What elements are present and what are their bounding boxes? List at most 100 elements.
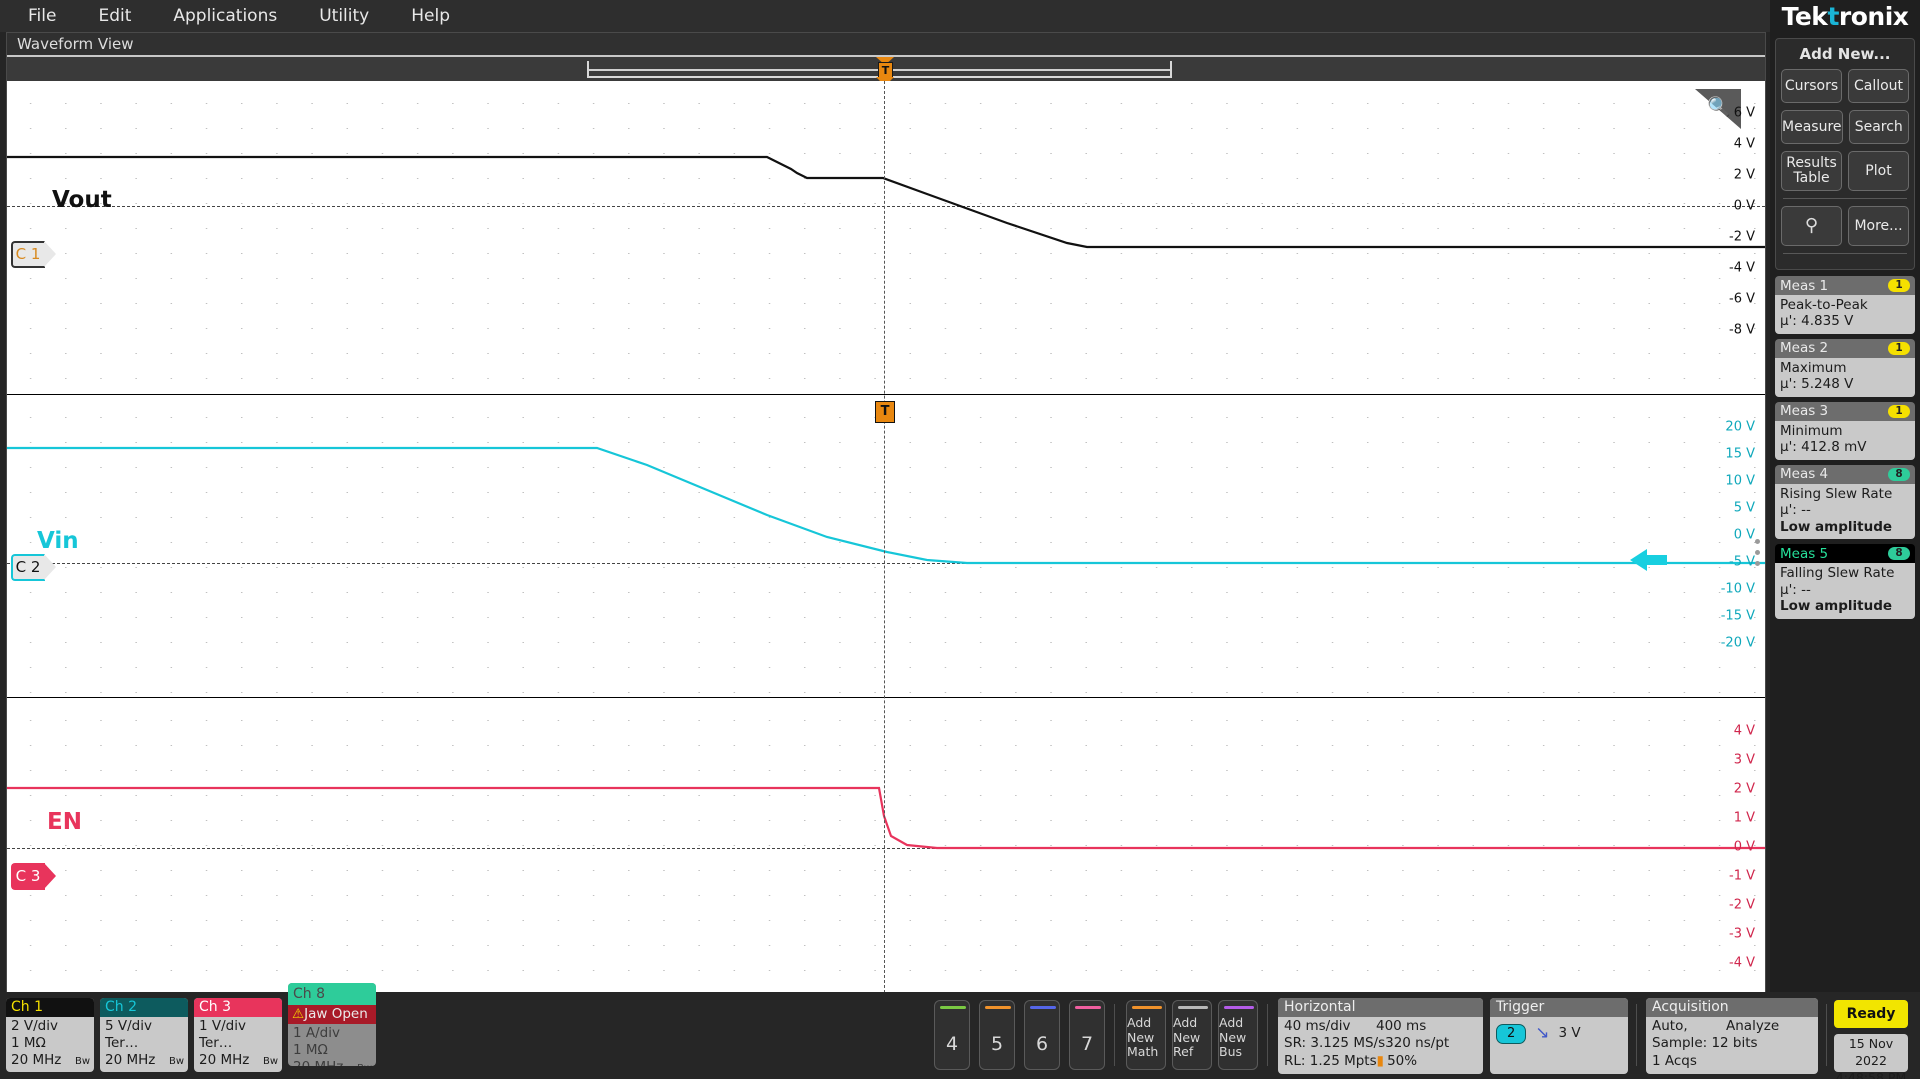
ch7-color-bar [1075,1006,1101,1009]
bottom-separator-4 [1826,1004,1827,1066]
channel-button-6[interactable]: 6 [1024,1000,1060,1070]
measurement-header-selected: Meas 5 8 [1775,544,1915,564]
sample-rate: SR: 3.125 MS/s [1284,1035,1386,1052]
falling-edge-icon: ↘ [1535,1023,1550,1043]
zoom-select-icon[interactable]: ⚲ [1781,206,1842,246]
ch2-tick: 20 V [1725,419,1755,435]
horizontal-panel[interactable]: Horizontal 40 ms/div 400 ms SR: 3.125 MS/… [1278,998,1483,1074]
menu-applications[interactable]: Applications [173,6,278,26]
more-button[interactable]: More... [1848,206,1909,246]
ch3-vdiv: 1 V/div [199,1018,246,1034]
measurement-body: Peak-to-Peak µ': 4.835 V [1775,295,1915,334]
bandwidth-limit-icon: Bw [262,1055,278,1067]
trigger-title: Trigger [1490,998,1628,1017]
add-plot-button[interactable]: Plot [1848,151,1909,191]
run-status-button[interactable]: Ready [1834,1000,1908,1028]
menu-utility[interactable]: Utility [319,6,370,26]
ref-color-bar [1178,1006,1208,1009]
ch3-tick: 4 V [1733,723,1755,739]
menu-edit[interactable]: Edit [98,6,132,26]
channel-settings-ch3[interactable]: Ch 3 1 V/div Ter… 20 MHz Bw [194,998,282,1072]
trigger-level-badge[interactable]: T [875,401,895,423]
ch1-tick: -6 V [1729,291,1755,307]
measurement-name: Meas 1 [1780,277,1829,294]
add-callout-button[interactable]: Callout [1848,69,1909,103]
add-new-row-2: Measure Search [1781,110,1909,144]
ch2-level-marker-icon[interactable] [1630,549,1647,571]
add-new-ref-button[interactable]: Add New Ref [1172,1000,1212,1070]
ch2-tick: -5 V [1729,554,1755,570]
grid-dots [7,81,1765,394]
add-results-table-button[interactable]: Results Table [1781,151,1842,191]
measurement-badge[interactable]: Meas 3 1 Minimum µ': 412.8 mV [1775,401,1915,460]
channel-button-5[interactable]: 5 [979,1000,1015,1070]
ch2-level-marker-bar [1645,555,1667,565]
ch2-tick: 15 V [1725,446,1755,462]
time-text: 4:48:58 PM [1835,1069,1907,1079]
ch3-tick: 2 V [1733,781,1755,797]
acquisition-mode: Auto, [1652,1018,1688,1034]
add-new-math-button[interactable]: Add New Math [1126,1000,1166,1070]
add-bus-label: Add New Bus [1219,1014,1247,1060]
channel-settings-ch2[interactable]: Ch 2 5 V/div Ter… 20 MHz Bw [100,998,188,1072]
measurement-badge[interactable]: Meas 2 1 Maximum µ': 5.248 V [1775,338,1915,397]
ch5-color-bar [985,1006,1011,1009]
graticule[interactable]: 🔍 C 1 Vout C 2 Vin C 3 EN [7,81,1765,1019]
add-measure-button[interactable]: Measure [1781,110,1843,144]
resolution: 320 ns/pt [1385,1035,1450,1052]
ch8-bandwidth: 20 MHz [293,1059,371,1066]
bottom-separator-3 [1636,1004,1637,1066]
ch4-label: 4 [945,1033,959,1055]
date-text: 15 Nov 2022 [1848,1036,1894,1068]
measurement-value: µ': -- [1780,581,1811,598]
bandwidth-limit-icon: Bw [74,1055,90,1067]
ch1-waveform-label: Vout [52,187,112,213]
measurement-badges: Meas 1 1 Peak-to-Peak µ': 4.835 V Meas 2… [1775,276,1915,619]
measurement-type: Falling Slew Rate [1780,565,1895,582]
channel-button-4[interactable]: 4 [934,1000,970,1070]
nav-trigger-marker[interactable]: T [874,57,896,86]
add-search-button[interactable]: Search [1848,110,1909,144]
handle-dot [1755,539,1760,544]
measurement-badge[interactable]: Meas 1 1 Peak-to-Peak µ': 4.835 V [1775,276,1915,334]
menu-file[interactable]: File [28,6,57,26]
magnifier-icon[interactable]: 🔍 [1695,89,1741,129]
bandwidth-limit-icon: Bw [168,1055,184,1067]
measurement-name: Meas 3 [1780,403,1829,420]
channel-badge-c3[interactable]: C 3 [11,863,56,890]
channel-badge-c1[interactable]: C 1 [11,241,56,268]
channel-button-7[interactable]: 7 [1069,1000,1105,1070]
overview-nav-strip[interactable]: T [7,55,1765,86]
ch3-body: 1 V/div Ter… 20 MHz Bw [194,1017,282,1070]
acquisition-title: Acquisition [1646,998,1818,1017]
ch3-waveform-label: EN [47,809,82,835]
channel-badge-c2[interactable]: C 2 [11,554,56,581]
measurement-badge[interactable]: Meas 4 8 Rising Slew Rate µ': -- Low amp… [1775,464,1915,540]
acquisition-body: Auto, Analyze Sample: 12 bits 1 Acqs [1646,1017,1818,1071]
measurement-value: µ': 412.8 mV [1780,439,1867,456]
panel-resize-handle[interactable] [1754,533,1762,573]
bottom-separator [1114,1004,1115,1066]
measurement-header: Meas 3 1 [1775,401,1915,421]
ch1-tick: 4 V [1733,136,1755,152]
ch3-trace [7,786,1765,850]
ch2-tick: 0 V [1733,527,1755,543]
trigger-panel[interactable]: Trigger 2 ↘ 3 V [1490,998,1628,1074]
c3-badge-point [44,863,56,889]
ch3-bandwidth: 20 MHz [199,1052,250,1069]
add-new-panel: Add New... Cursors Callout Measure Searc… [1775,38,1915,270]
ch8-warning-row: ⚠Jaw Open [288,1005,376,1024]
ch3-tick: 1 V [1733,810,1755,826]
measurement-name: Meas 2 [1780,340,1829,357]
acquisition-panel[interactable]: Acquisition Auto, Analyze Sample: 12 bits… [1646,998,1818,1074]
measurement-badge[interactable]: Meas 5 8 Falling Slew Rate µ': -- Low am… [1775,544,1915,619]
measurement-type: Rising Slew Rate [1780,485,1893,502]
channel-settings-ch8[interactable]: Ch 8 ⚠Jaw Open 1 A/div 1 MΩ 20 MHz Bw [288,983,376,1066]
menu-help[interactable]: Help [411,6,450,26]
grid-dots [7,395,1765,697]
add-cursors-button[interactable]: Cursors [1781,69,1842,103]
add-new-bus-button[interactable]: Add New Bus [1218,1000,1258,1070]
bottom-settings-bar: Ch 1 2 V/div 1 MΩ 20 MHz Bw Ch 2 5 V/div… [0,983,1920,1079]
add-new-row-3: Results Table Plot [1781,151,1909,191]
channel-settings-ch1[interactable]: Ch 1 2 V/div 1 MΩ 20 MHz Bw [6,998,94,1072]
